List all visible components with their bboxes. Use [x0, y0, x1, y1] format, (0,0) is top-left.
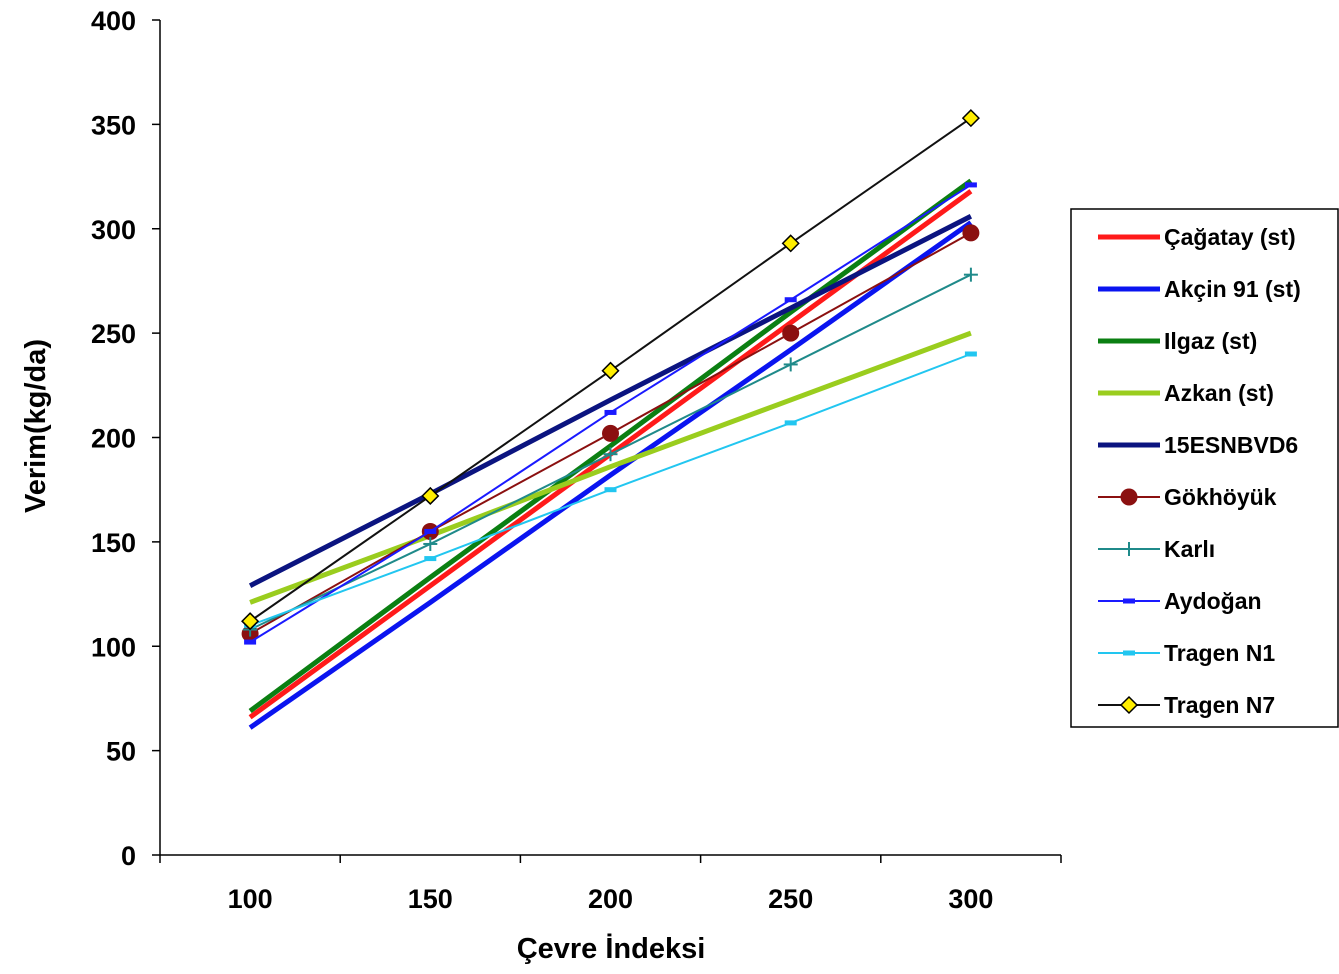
legend-marker — [1120, 488, 1138, 506]
x-tick-label: 150 — [408, 884, 453, 914]
series-8 — [244, 182, 977, 645]
y-tick-label: 250 — [91, 319, 136, 349]
legend-label: Akçin 91 (st) — [1164, 276, 1301, 302]
data-point — [963, 267, 978, 282]
data-point — [604, 409, 617, 415]
y-tick-label: 150 — [91, 528, 136, 558]
legend-item: Gökhöyük — [1098, 484, 1277, 510]
series-line — [248, 178, 973, 713]
series-4 — [249, 330, 972, 605]
data-point — [241, 612, 260, 631]
x-tick-label: 250 — [768, 884, 813, 914]
legend-label: 15ESNBVD6 — [1164, 432, 1298, 458]
data-point — [423, 536, 438, 551]
series-line — [249, 330, 972, 605]
data-point — [604, 487, 617, 493]
x-axis-title: Çevre İndeksi — [517, 933, 706, 965]
data-point — [244, 639, 257, 645]
legend-item: 15ESNBVD6 — [1098, 432, 1298, 458]
x-tick-label: 200 — [588, 884, 633, 914]
data-point — [781, 234, 800, 253]
legend: Çağatay (st) Akçin 91 (st) Ilgaz (st) Azkan… — [1070, 208, 1339, 728]
data-point — [601, 361, 620, 380]
legend-item: Ilgaz (st) — [1098, 328, 1257, 354]
legend-item: Aydoğan — [1098, 588, 1262, 614]
data-point — [424, 556, 437, 562]
x-tick-label: 300 — [948, 884, 993, 914]
series-layer — [241, 109, 980, 730]
data-point — [964, 351, 977, 357]
legend-marker — [1122, 542, 1136, 556]
legend-item: Azkan (st) — [1098, 380, 1274, 406]
data-point — [784, 420, 797, 426]
series-line — [248, 213, 973, 588]
y-tick-label: 100 — [91, 632, 136, 662]
legend-label: Çağatay (st) — [1164, 224, 1296, 250]
data-point — [782, 324, 800, 342]
y-tick-label: 0 — [121, 841, 136, 871]
y-tick-label: 400 — [91, 6, 136, 36]
legend-marker — [1119, 695, 1139, 715]
data-point — [962, 224, 980, 242]
legend-marker — [1123, 598, 1135, 604]
series-9 — [244, 351, 977, 628]
axes: 0 50 100 150 200 250 300 350 400 100 150 200 250 300 — [91, 6, 1062, 914]
series-line — [248, 220, 973, 730]
legend-label: Gökhöyük — [1164, 484, 1277, 510]
legend-label: Tragen N7 — [1164, 692, 1275, 718]
y-tick-label: 200 — [91, 424, 136, 454]
data-point — [783, 357, 798, 372]
x-tick-label: 100 — [228, 884, 273, 914]
legend-item: Tragen N7 — [1098, 692, 1275, 718]
legend-item: Karlı — [1098, 536, 1215, 562]
data-point — [964, 182, 977, 188]
data-point — [424, 528, 437, 534]
data-point — [784, 297, 797, 303]
series-3 — [248, 178, 973, 713]
legend-item: Tragen N1 — [1098, 640, 1275, 666]
data-point — [961, 109, 980, 128]
series-5 — [248, 213, 973, 588]
legend-label: Azkan (st) — [1164, 380, 1274, 406]
y-tick-label: 350 — [91, 110, 136, 140]
legend-label: Tragen N1 — [1164, 640, 1275, 666]
series-2 — [248, 220, 973, 730]
data-point — [602, 424, 619, 442]
y-tick-label: 50 — [106, 737, 136, 767]
legend-label: Karlı — [1164, 536, 1215, 562]
series-10 — [241, 109, 980, 631]
data-point — [421, 486, 440, 506]
y-tick-label: 300 — [91, 215, 136, 245]
legend-item: Çağatay (st) — [1098, 224, 1296, 250]
legend-label: Aydoğan — [1164, 588, 1262, 614]
legend-label: Ilgaz (st) — [1164, 328, 1257, 354]
legend-item: Akçin 91 (st) — [1098, 276, 1301, 302]
series-7 — [243, 267, 978, 637]
data-point — [603, 447, 618, 462]
legend-box — [1070, 208, 1339, 728]
y-axis-title: Verim(kg/da) — [20, 339, 52, 513]
legend-marker — [1123, 650, 1135, 656]
